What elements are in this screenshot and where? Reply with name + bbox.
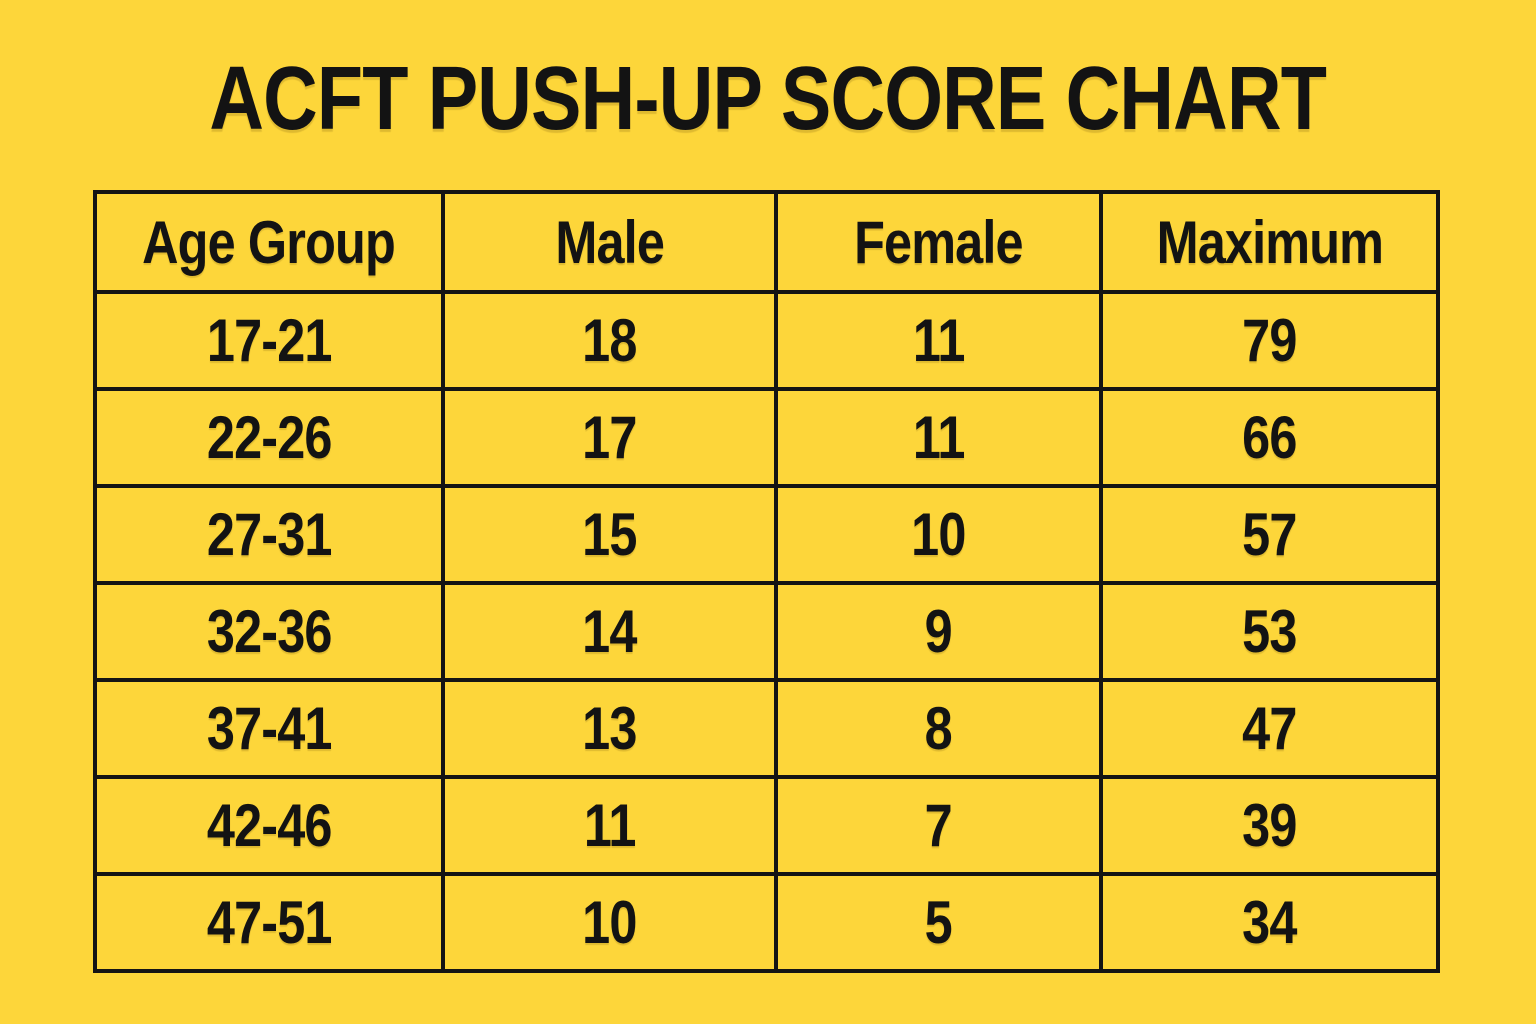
- table-row: 32-36 14 9 53: [93, 581, 1441, 682]
- cell-value: 11: [583, 792, 636, 859]
- cell-value: 37-41: [206, 695, 333, 762]
- header-age-group-label: Age Group: [142, 208, 396, 276]
- cell-value: 79: [1242, 307, 1297, 374]
- cell-value: 7: [924, 792, 953, 859]
- table-row: 27-31 15 10 57: [93, 484, 1441, 585]
- cell-age-group: 37-41: [93, 678, 445, 779]
- header-male: Male: [440, 190, 778, 294]
- table-row: 47-51 10 5 34: [93, 872, 1441, 973]
- header-maximum-label: Maximum: [1156, 208, 1383, 276]
- score-table: Age Group Male Female Maximum 17-21 18 1…: [93, 190, 1441, 973]
- header-age-group: Age Group: [93, 190, 445, 294]
- cell-value: 8: [924, 695, 953, 762]
- cell-value: 42-46: [206, 792, 333, 859]
- cell-female: 5: [773, 872, 1103, 973]
- cell-value: 18: [582, 307, 637, 374]
- table-row: 42-46 11 7 39: [93, 775, 1441, 876]
- cell-male: 13: [440, 678, 778, 779]
- cell-male: 15: [440, 484, 778, 585]
- cell-value: 34: [1242, 889, 1297, 956]
- cell-female: 11: [773, 387, 1103, 488]
- cell-age-group: 42-46: [93, 775, 445, 876]
- cell-value: 10: [582, 889, 637, 956]
- cell-value: 14: [582, 598, 637, 665]
- header-female: Female: [773, 190, 1103, 294]
- cell-male: 11: [440, 775, 778, 876]
- header-row: Age Group Male Female Maximum: [93, 190, 1441, 294]
- cell-maximum: 79: [1098, 290, 1441, 391]
- cell-age-group: 47-51: [93, 872, 445, 973]
- page-title-text: ACFT PUSH-UP SCORE CHART: [209, 49, 1328, 149]
- cell-female: 7: [773, 775, 1103, 876]
- cell-value: 10: [911, 501, 966, 568]
- table-row: 37-41 13 8 47: [93, 678, 1441, 779]
- page-title: ACFT PUSH-UP SCORE CHART: [0, 48, 1536, 151]
- cell-value: 9: [924, 598, 953, 665]
- cell-age-group: 22-26: [93, 387, 445, 488]
- cell-value: 13: [582, 695, 637, 762]
- table-row: 17-21 18 11 79: [93, 290, 1441, 391]
- cell-female: 11: [773, 290, 1103, 391]
- cell-value: 27-31: [206, 501, 333, 568]
- cell-female: 9: [773, 581, 1103, 682]
- cell-value: 17: [582, 404, 637, 471]
- cell-value: 47: [1242, 695, 1297, 762]
- cell-maximum: 57: [1098, 484, 1441, 585]
- cell-value: 15: [582, 501, 637, 568]
- cell-male: 18: [440, 290, 778, 391]
- cell-age-group: 32-36: [93, 581, 445, 682]
- cell-age-group: 17-21: [93, 290, 445, 391]
- cell-value: 66: [1242, 404, 1297, 471]
- cell-maximum: 39: [1098, 775, 1441, 876]
- cell-value: 22-26: [206, 404, 333, 471]
- cell-value: 57: [1242, 501, 1297, 568]
- cell-male: 17: [440, 387, 778, 488]
- cell-value: 11: [912, 307, 965, 374]
- header-maximum: Maximum: [1098, 190, 1441, 294]
- cell-value: 17-21: [206, 307, 333, 374]
- cell-female: 10: [773, 484, 1103, 585]
- cell-maximum: 34: [1098, 872, 1441, 973]
- header-female-label: Female: [854, 208, 1023, 276]
- table-row: 22-26 17 11 66: [93, 387, 1441, 488]
- cell-female: 8: [773, 678, 1103, 779]
- cell-value: 47-51: [206, 889, 333, 956]
- cell-value: 32-36: [206, 598, 333, 665]
- cell-age-group: 27-31: [93, 484, 445, 585]
- cell-male: 10: [440, 872, 778, 973]
- cell-value: 5: [924, 889, 953, 956]
- cell-maximum: 53: [1098, 581, 1441, 682]
- cell-maximum: 66: [1098, 387, 1441, 488]
- cell-value: 11: [912, 404, 965, 471]
- cell-male: 14: [440, 581, 778, 682]
- cell-maximum: 47: [1098, 678, 1441, 779]
- cell-value: 53: [1242, 598, 1297, 665]
- cell-value: 39: [1242, 792, 1297, 859]
- header-male-label: Male: [555, 208, 665, 276]
